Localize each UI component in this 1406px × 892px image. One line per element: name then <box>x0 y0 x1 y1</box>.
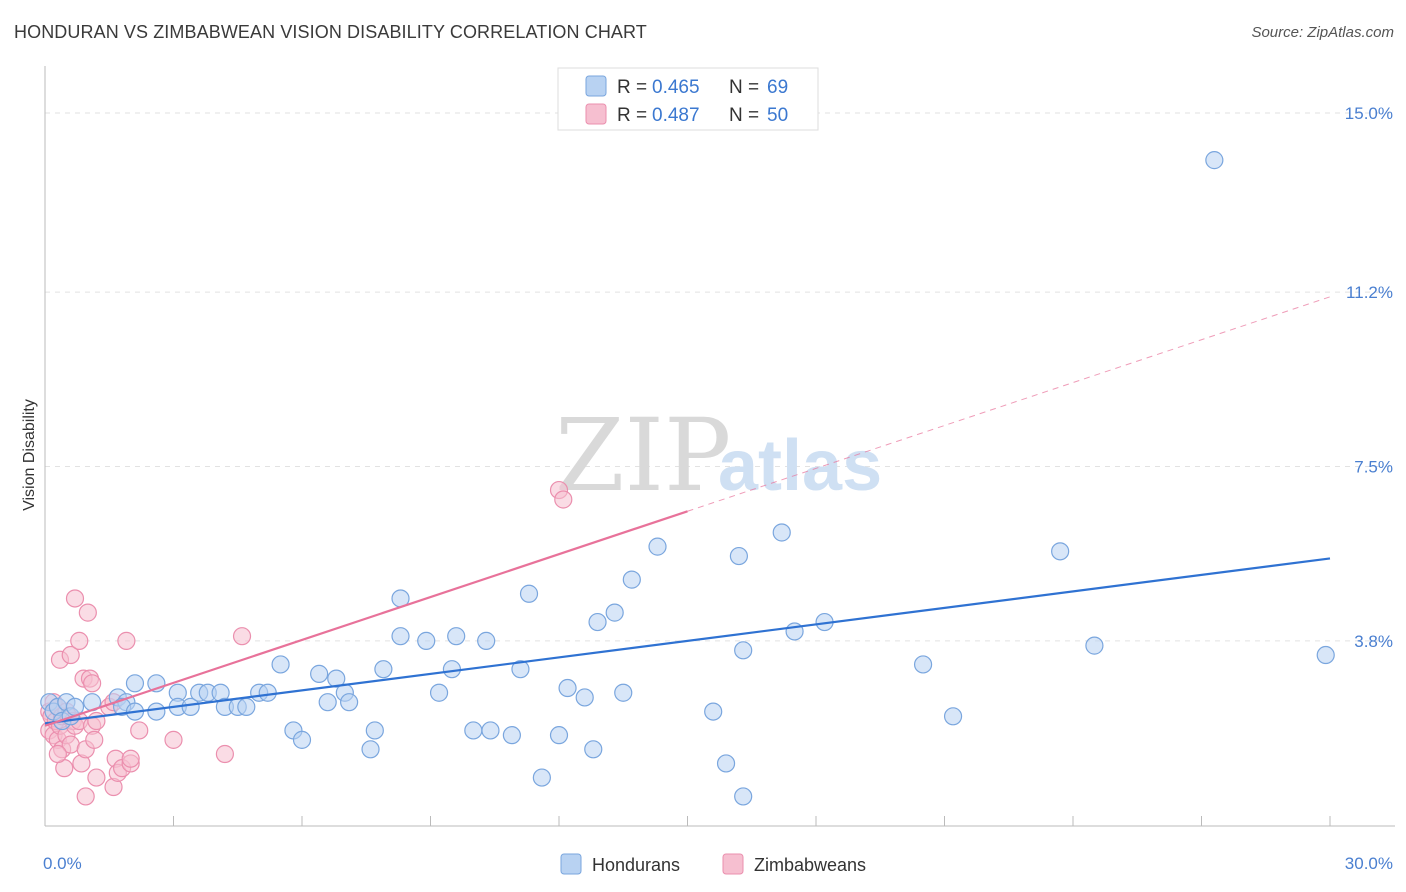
bottom-legend-hondurans: Hondurans <box>592 855 680 875</box>
legend-r-value-hondurans: 0.465 <box>652 77 700 98</box>
watermark-atlas: atlas <box>718 426 882 506</box>
honduran-point <box>734 641 753 660</box>
zimbabwean-point <box>121 749 140 768</box>
bottom-legend-swatch-zimbabweans <box>722 853 744 875</box>
zimbabwean-point <box>215 744 234 764</box>
honduran-point <box>318 693 337 712</box>
legend-swatch-zimbabweans <box>585 103 607 125</box>
honduran-point <box>558 678 577 698</box>
honduran-point <box>913 655 933 674</box>
honduran-point <box>464 721 483 740</box>
legend-n-value-zimbabweans: 50 <box>767 105 788 126</box>
honduran-point <box>365 721 384 740</box>
source-note: Source: ZipAtlas.com <box>1251 24 1394 41</box>
y-tick-label: 3.8% <box>1354 632 1393 651</box>
honduran-point <box>704 702 723 721</box>
honduran-point <box>481 721 500 740</box>
honduran-point <box>310 664 329 683</box>
honduran-point <box>340 693 359 712</box>
honduran-point <box>511 660 530 679</box>
legend-n-value-hondurans: 69 <box>767 77 788 98</box>
y-axis-title: Vision Disability <box>21 399 38 511</box>
honduran-point <box>584 740 603 759</box>
honduran-point <box>549 726 569 745</box>
y-tick-label: 15.0% <box>1345 104 1393 123</box>
zimbabwean-point <box>117 631 136 650</box>
zimbabwean-point <box>85 730 104 749</box>
honduran-point <box>622 570 641 589</box>
honduran-point <box>271 655 290 674</box>
zimbabwean-point <box>130 721 149 740</box>
zimbabwean-trend-line-extension <box>687 296 1331 512</box>
honduran-point <box>292 730 312 749</box>
zimbabwean-trend-line <box>44 510 688 727</box>
legend-r-label-hondurans: R = <box>617 77 647 98</box>
zimbabwean-point <box>70 631 89 650</box>
zimbabwean-point <box>78 603 97 622</box>
honduran-point <box>477 631 496 650</box>
honduran-point <box>614 683 633 702</box>
honduran-point <box>1051 542 1070 561</box>
honduran-point <box>588 612 607 632</box>
honduran-point <box>1316 645 1335 665</box>
zimbabwean-point <box>65 589 85 608</box>
honduran-point <box>772 523 791 542</box>
zimbabwean-point <box>61 645 80 665</box>
honduran-point <box>734 787 753 806</box>
x-tick-label: 30.0% <box>1345 854 1393 873</box>
legend-r-value-zimbabweans: 0.487 <box>652 105 700 126</box>
honduran-point <box>361 740 380 759</box>
legend-swatch-hondurans <box>585 75 607 97</box>
honduran-trend-line <box>44 557 1331 725</box>
bottom-legend-swatch-hondurans <box>560 853 582 875</box>
legend-r-label-zimbabweans: R = <box>617 105 647 126</box>
honduran-point <box>575 688 594 707</box>
honduran-point <box>532 768 551 787</box>
honduran-point <box>1205 151 1224 170</box>
zimbabwean-point <box>48 744 67 764</box>
honduran-point <box>442 660 462 679</box>
zimbabwean-point <box>554 490 573 509</box>
zimbabwean-point <box>232 627 252 646</box>
legend-n-label-hondurans: N = <box>729 77 759 98</box>
honduran-point <box>1085 636 1104 655</box>
honduran-point <box>327 669 346 688</box>
legend: R = 0.465 N = 69 R = 0.487 N = 50 <box>557 67 819 131</box>
honduran-point <box>447 627 466 646</box>
honduran-point <box>125 674 145 693</box>
honduran-point <box>391 627 410 646</box>
watermark-zip: ZIP <box>555 397 731 514</box>
honduran-point <box>147 702 166 721</box>
honduran-point <box>605 603 624 622</box>
honduran-point <box>429 683 449 702</box>
zimbabwean-point <box>87 768 106 787</box>
honduran-point <box>237 697 256 716</box>
bottom-legend: Hondurans Zimbabweans <box>560 853 866 875</box>
y-tick-label: 7.5% <box>1354 457 1393 476</box>
honduran-point <box>502 726 521 745</box>
zimbabwean-point <box>76 787 95 806</box>
bottom-legend-zimbabweans: Zimbabweans <box>754 855 866 875</box>
honduran-point <box>519 584 539 603</box>
chart-title: HONDURAN VS ZIMBABWEAN VISION DISABILITY… <box>14 22 647 42</box>
honduran-point <box>648 537 667 556</box>
legend-n-label-zimbabweans: N = <box>729 105 759 126</box>
zimbabwean-point <box>83 674 102 693</box>
tick-labels: 3.8% 7.5% 11.2% 15.0% 0.0% 30.0% <box>43 104 1393 873</box>
x-tick-label: 0.0% <box>43 854 82 873</box>
honduran-point <box>374 660 393 679</box>
honduran-point <box>729 546 749 566</box>
honduran-point <box>716 754 736 773</box>
honduran-point <box>417 631 436 650</box>
honduran-point <box>943 707 963 726</box>
grid-lines <box>45 112 1395 642</box>
honduran-point <box>258 683 277 702</box>
y-tick-label: 11.2% <box>1346 283 1393 302</box>
trend-lines <box>44 296 1331 727</box>
zimbabwean-point <box>164 730 183 749</box>
watermark: ZIP atlas <box>555 397 882 514</box>
